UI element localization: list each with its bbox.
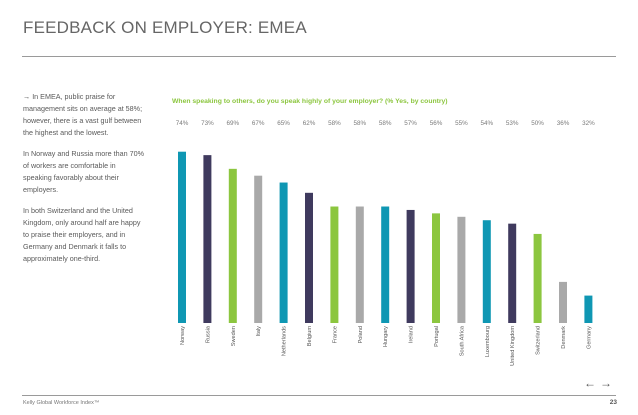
- value-label: 55%: [455, 120, 468, 127]
- value-label: 67%: [252, 120, 265, 127]
- sidebar-paragraph-1: → In EMEA, public praise for management …: [23, 92, 143, 137]
- category-label: Poland: [358, 326, 364, 343]
- value-label: 53%: [506, 120, 519, 127]
- bar: [432, 213, 440, 323]
- value-label: 32%: [582, 120, 595, 127]
- bar: [533, 233, 542, 323]
- sidebar-text: → In EMEA, public praise for management …: [23, 91, 145, 274]
- title-divider: [22, 56, 616, 57]
- category-label: Italy: [256, 326, 262, 336]
- bar: [482, 220, 491, 323]
- bar: [178, 151, 186, 323]
- category-label: Belgium: [307, 326, 313, 347]
- bar: [559, 281, 567, 323]
- value-label: 36%: [557, 120, 570, 127]
- category-label: Switzerland: [536, 326, 542, 355]
- page-navigation: ←→: [584, 376, 616, 390]
- bar: [254, 175, 263, 323]
- bar: [355, 206, 364, 323]
- bar-chart: 74% Norway 73% Russia 69% Sweden 67% Italy 65% Ne…: [176, 120, 595, 366]
- next-page-icon[interactable]: →: [600, 376, 616, 390]
- bar: [584, 295, 593, 323]
- bar: [457, 216, 466, 323]
- value-label: 57%: [404, 120, 417, 127]
- page-title: FEEDBACK ON EMPLOYER: EMEA: [23, 18, 307, 37]
- category-label: United Kingdom: [510, 326, 516, 366]
- category-label: Denmark: [561, 326, 567, 349]
- value-label: 74%: [176, 120, 189, 127]
- footer-divider: [22, 395, 616, 396]
- value-label: 58%: [353, 120, 366, 127]
- prev-page-icon[interactable]: ←: [584, 376, 600, 390]
- category-label: South Africa: [459, 325, 465, 356]
- category-label: Portugal: [434, 326, 440, 347]
- bar: [330, 206, 339, 323]
- category-label: Ireland: [409, 326, 415, 343]
- bar: [381, 206, 390, 323]
- bar: [406, 209, 415, 323]
- category-label: France: [332, 326, 338, 343]
- arrow-right-icon: →: [23, 92, 33, 101]
- value-label: 58%: [328, 120, 341, 127]
- category-label: Netherlands: [282, 326, 288, 356]
- footer-source: Kelly Global Workforce Index™: [23, 400, 100, 406]
- chart-title: When speaking to others, do you speak hi…: [172, 98, 448, 105]
- value-label: 58%: [379, 120, 392, 127]
- bar: [203, 155, 212, 323]
- value-label: 54%: [480, 120, 493, 127]
- sidebar-paragraph-3: In both Switzerland and the United Kingd…: [23, 206, 141, 263]
- sidebar-paragraph-2: In Norway and Russia more than 70% of wo…: [23, 149, 145, 194]
- category-label: Germany: [586, 326, 592, 349]
- bar: [228, 168, 237, 323]
- value-label: 69%: [226, 120, 239, 127]
- category-label: Russia: [205, 325, 211, 343]
- value-label: 62%: [303, 120, 316, 127]
- category-label: Norway: [180, 326, 186, 345]
- bar: [305, 192, 313, 323]
- value-label: 65%: [277, 120, 290, 127]
- bar: [508, 223, 517, 323]
- bar: [279, 182, 288, 323]
- category-label: Sweden: [231, 326, 237, 346]
- category-label: Luxembourg: [485, 326, 491, 357]
- category-label: Hungary: [383, 326, 389, 347]
- page-number: 23: [609, 399, 617, 406]
- value-label: 50%: [531, 120, 544, 127]
- value-label: 56%: [430, 120, 443, 127]
- value-label: 73%: [201, 120, 214, 127]
